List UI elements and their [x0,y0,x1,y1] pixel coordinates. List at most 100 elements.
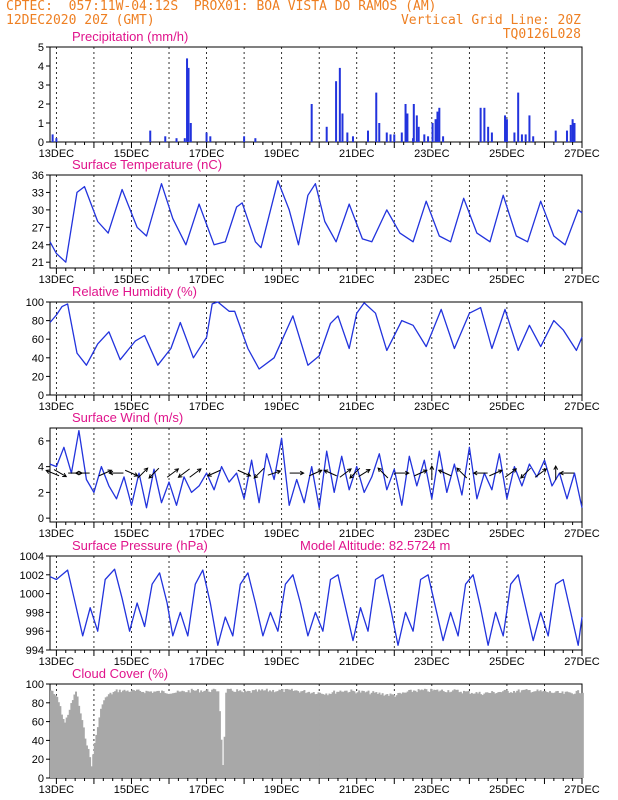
cloud-bar [414,690,417,778]
x-tick-label: 15DEC [114,784,150,796]
cloud-bar [439,690,442,778]
panel-title: Surface Temperature (nC) [72,157,222,172]
wind-arrow-head [497,469,503,474]
cloud-bar [430,688,433,778]
cloud-bar [132,690,135,778]
wind-arrow [137,467,148,479]
cloud-bar [317,692,320,778]
header-grid-note: Vertical Grid Line: 20Z [400,13,581,28]
x-tick-label: 19DEC [264,528,300,540]
y-tick-label: 6 [38,436,44,448]
cloud-bar [201,691,204,778]
cloud-bar [470,692,473,778]
x-tick-label: 19DEC [264,784,300,796]
cloud-bar [488,692,490,778]
cloud-bar [505,690,508,778]
cloud-bar [250,692,253,778]
cloud-bar [395,695,398,778]
cloud-bar [289,689,292,778]
wind-arrow [456,467,468,479]
cloud-bar [189,692,192,778]
cloud-bar [356,692,359,778]
precip-bar [528,115,531,142]
cloud-bar [81,720,84,778]
cloud-bar [125,691,128,778]
cloud-bar [96,727,99,778]
wind-arrow [53,469,67,478]
precip-bar [385,132,388,142]
precip-bar [341,113,344,142]
cloud-bar [394,696,397,778]
x-tick-label: 13DEC [39,401,75,413]
wind-arrow [267,470,281,476]
cloud-bar [78,705,81,778]
cloud-bar [420,689,423,778]
cloud-bar [436,689,439,778]
cloud-bar [254,689,257,778]
cloud-bar [376,694,379,778]
cloud-bar [353,691,356,778]
cloud-bar [331,692,334,778]
cloud-bar [344,690,347,778]
cloud-bar [225,692,228,778]
wind-arrow [253,467,265,479]
cloud-bar [398,692,401,778]
cloud-bar [287,689,290,778]
cloud-bar [336,691,339,778]
cloud-bar [236,689,239,778]
cloud-bar [428,691,431,778]
panel-title: Surface Wind (m/s) [72,410,183,425]
cloud-bar [107,694,110,778]
cloud-bar [450,691,453,778]
wind-arrow-head [148,473,154,479]
precip-bar [565,130,568,142]
cloud-bar [555,691,558,778]
cloud-bar [159,692,162,778]
cloud-bar [154,691,157,778]
wind-arrow [349,467,361,479]
cloud-bar [311,692,314,778]
cloud-bar [258,689,261,778]
cloud-bar [65,717,68,778]
y-tick-label: 4 [38,462,44,474]
cloud-bar [516,690,519,778]
cloud-bar [242,692,245,778]
cloud-bar [197,689,200,778]
cloud-bar [164,693,167,778]
cloud-bar [359,692,362,778]
wind-arrow-head [246,472,252,477]
cloud-bar [75,691,77,778]
cloud-bar [386,694,389,778]
cloud-bar [112,691,115,778]
cloud-bar [392,694,395,778]
cloud-bar [486,692,489,778]
cloud-bar [387,695,390,778]
cloud-bar [294,690,297,778]
y-tick-label: 27 [32,222,44,234]
cloud-bar [167,693,170,778]
x-tick-label: 23DEC [414,148,450,160]
x-tick-label: 25DEC [489,148,525,160]
y-tick-label: 996 [26,626,44,638]
cloud-bar [148,691,151,778]
x-tick-label: 17DEC [189,528,225,540]
wind-arrow [166,468,179,478]
cloud-bar [309,693,312,778]
cloud-bar [237,691,240,778]
wind-arrow [323,469,337,477]
cloud-bar [422,690,425,778]
cloud-bar [200,690,203,778]
cloud-bar [580,693,583,778]
cloud-bar [364,692,367,778]
precip-bar [479,107,482,142]
y-tick-label: 33 [32,187,44,199]
precip-bar [310,104,313,142]
cloud-bar [533,691,536,778]
y-tick-label: 60 [32,717,44,729]
cloud-bar [203,690,206,778]
cloud-bar [187,690,190,778]
cloud-bar [362,690,365,778]
cloud-bar [405,692,408,778]
cloud-bar [464,691,467,778]
cloud-bar [519,692,522,778]
